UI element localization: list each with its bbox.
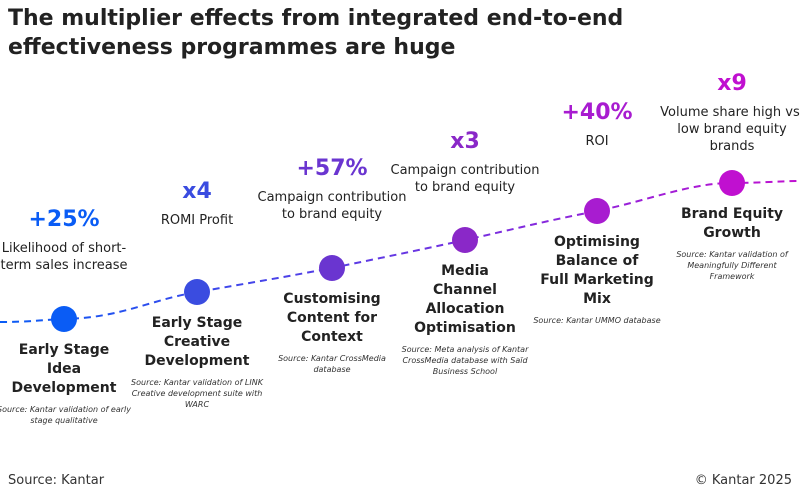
stage-metric: x9 Volume share high vs. low brand equity…	[657, 70, 800, 155]
dashed-curve	[0, 180, 800, 323]
stage-label: Early Stage Creative Development Source: …	[122, 314, 272, 410]
stage-dot	[51, 306, 77, 332]
metric-value: +57%	[296, 156, 368, 181]
stage-dot	[184, 279, 210, 305]
stage-metric: +25% Likelihood of short-term sales incre…	[0, 206, 139, 274]
stage-dot	[719, 170, 745, 196]
metric-value: +25%	[28, 207, 100, 232]
stage-label: Media Channel Allocation Optimisation Sou…	[390, 262, 540, 377]
metric-value: x9	[717, 71, 747, 96]
footer-source: Source: Kantar	[8, 473, 105, 488]
metric-description: Likelihood of short-term sales increase	[0, 241, 128, 273]
stage-source: Source: Kantar CrossMedia database	[278, 354, 386, 374]
stage-label: Brand Equity Growth Source: Kantar valida…	[657, 205, 800, 282]
metric-description: Volume share high vs. low brand equity b…	[660, 105, 800, 154]
metric-value: +40%	[561, 100, 633, 125]
metric-value: x3	[450, 129, 480, 154]
stage-metric: x4 ROMI Profit	[122, 178, 272, 229]
stage-name: Media Channel Allocation Optimisation	[414, 263, 516, 336]
stage-metric: x3 Campaign contribution to brand equity	[390, 128, 540, 196]
stage-source: Source: Kantar validation of Meaningfull…	[676, 250, 788, 281]
metric-description: ROI	[585, 134, 609, 149]
stage-label: Optimising Balance of Full Marketing Mix…	[522, 233, 672, 326]
stage-dot	[584, 198, 610, 224]
stage-source: Source: Meta analysis of Kantar CrossMed…	[401, 345, 529, 376]
stage-source: Source: Kantar UMMO database	[533, 316, 661, 325]
stage-name: Early Stage Creative Development	[144, 315, 250, 369]
stage-dot	[319, 255, 345, 281]
metric-description: Campaign contribution to brand equity	[390, 163, 540, 195]
stage-name: Optimising Balance of Full Marketing Mix	[540, 234, 654, 307]
stage-metric: +40% ROI	[522, 99, 672, 150]
footer-copyright: © Kantar 2025	[694, 473, 792, 488]
metric-value: x4	[182, 179, 212, 204]
stage-dot	[452, 227, 478, 253]
stage-name: Customising Content for Context	[283, 291, 381, 345]
page-title: The multiplier effects from integrated e…	[8, 6, 624, 60]
stage-metric: +57% Campaign contribution to brand equit…	[257, 155, 407, 223]
stage-label: Customising Content for Context Source: K…	[257, 290, 407, 375]
stage-source: Source: Kantar validation of LINK Creati…	[131, 378, 263, 409]
metric-description: ROMI Profit	[160, 213, 234, 228]
metric-description: Campaign contribution to brand equity	[257, 190, 407, 222]
stage-name: Early Stage Idea Development	[11, 342, 117, 396]
stage-label: Early Stage Idea Development Source: Kant…	[0, 341, 139, 426]
stage-source: Source: Kantar validation of early stage…	[0, 405, 131, 425]
stage-name: Brand Equity Growth	[680, 206, 784, 241]
